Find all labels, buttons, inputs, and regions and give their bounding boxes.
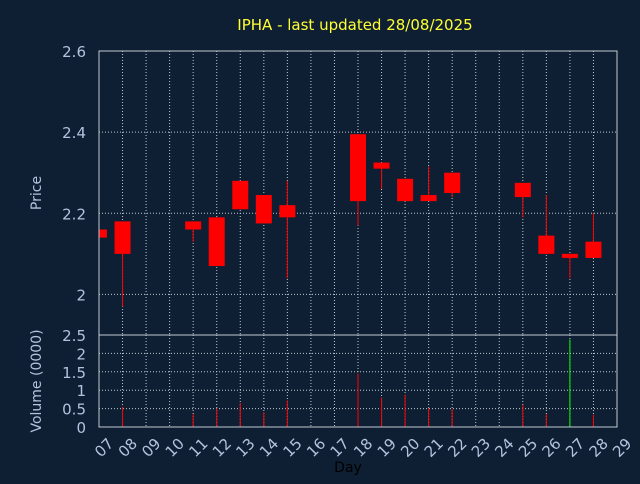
x-tick-label: 11 <box>185 435 211 461</box>
x-tick-label: 07 <box>91 435 117 461</box>
candle-body <box>232 180 249 210</box>
volume-tick-label: 1.5 <box>62 364 86 382</box>
candle-body <box>514 182 531 198</box>
x-tick-label: 29 <box>609 435 635 461</box>
volume-tick-label: 1 <box>76 382 86 400</box>
candle-body <box>444 172 461 193</box>
x-tick-label: 19 <box>374 435 400 461</box>
candle-body <box>397 178 414 202</box>
volume-axis-label: Volume (0000) <box>29 329 45 432</box>
price-tick-label: 2.4 <box>62 124 86 142</box>
candle-body <box>373 162 390 169</box>
volume-tick-label: 0.5 <box>62 401 86 419</box>
x-tick-label: 27 <box>562 435 588 461</box>
candle-body <box>279 205 296 218</box>
x-tick-label: 25 <box>515 435 541 461</box>
volume-plot-frame <box>98 334 618 428</box>
candle-body <box>585 241 602 258</box>
volume-tick-label: 2 <box>76 345 86 363</box>
x-tick-label: 15 <box>280 435 306 461</box>
price-tick-label: 2.2 <box>62 205 86 223</box>
x-tick-label: 08 <box>115 435 141 461</box>
candle-body <box>350 134 366 202</box>
x-tick-label: 09 <box>138 435 164 461</box>
volume-tick-label: 0 <box>76 419 86 437</box>
candle-body <box>208 217 225 267</box>
x-tick-label: 28 <box>586 435 612 461</box>
candle-body <box>255 195 272 224</box>
candle-body <box>420 195 437 202</box>
x-tick-label: 10 <box>162 435 188 461</box>
candle-body <box>185 221 202 230</box>
x-tick-label: 16 <box>303 435 329 461</box>
x-tick-label: 13 <box>232 435 258 461</box>
x-tick-label: 20 <box>397 435 423 461</box>
x-tick-label: 26 <box>539 435 565 461</box>
price-tick-label: 2.6 <box>62 43 86 61</box>
candle-body <box>538 235 555 254</box>
x-tick-label: 18 <box>350 435 376 461</box>
x-tick-label: 24 <box>491 435 517 461</box>
x-axis-label: Day <box>334 460 362 476</box>
x-tick-label: 17 <box>327 435 353 461</box>
x-tick-label: 14 <box>256 435 282 461</box>
x-tick-label: 21 <box>421 435 447 461</box>
chart-title: IPHA - last updated 28/08/2025 <box>237 16 472 34</box>
candle-body <box>561 253 578 258</box>
axes-layer <box>98 50 618 428</box>
price-axis-label: Price <box>29 176 45 210</box>
marks-layer <box>98 134 602 427</box>
candle-body <box>99 229 107 238</box>
volume-tick-label: 2.5 <box>62 327 86 345</box>
x-tick-label: 23 <box>468 435 494 461</box>
price-tick-label: 2 <box>76 286 86 304</box>
x-tick-label: 22 <box>444 435 470 461</box>
x-tick-label: 12 <box>209 435 235 461</box>
candle-body <box>114 221 131 254</box>
